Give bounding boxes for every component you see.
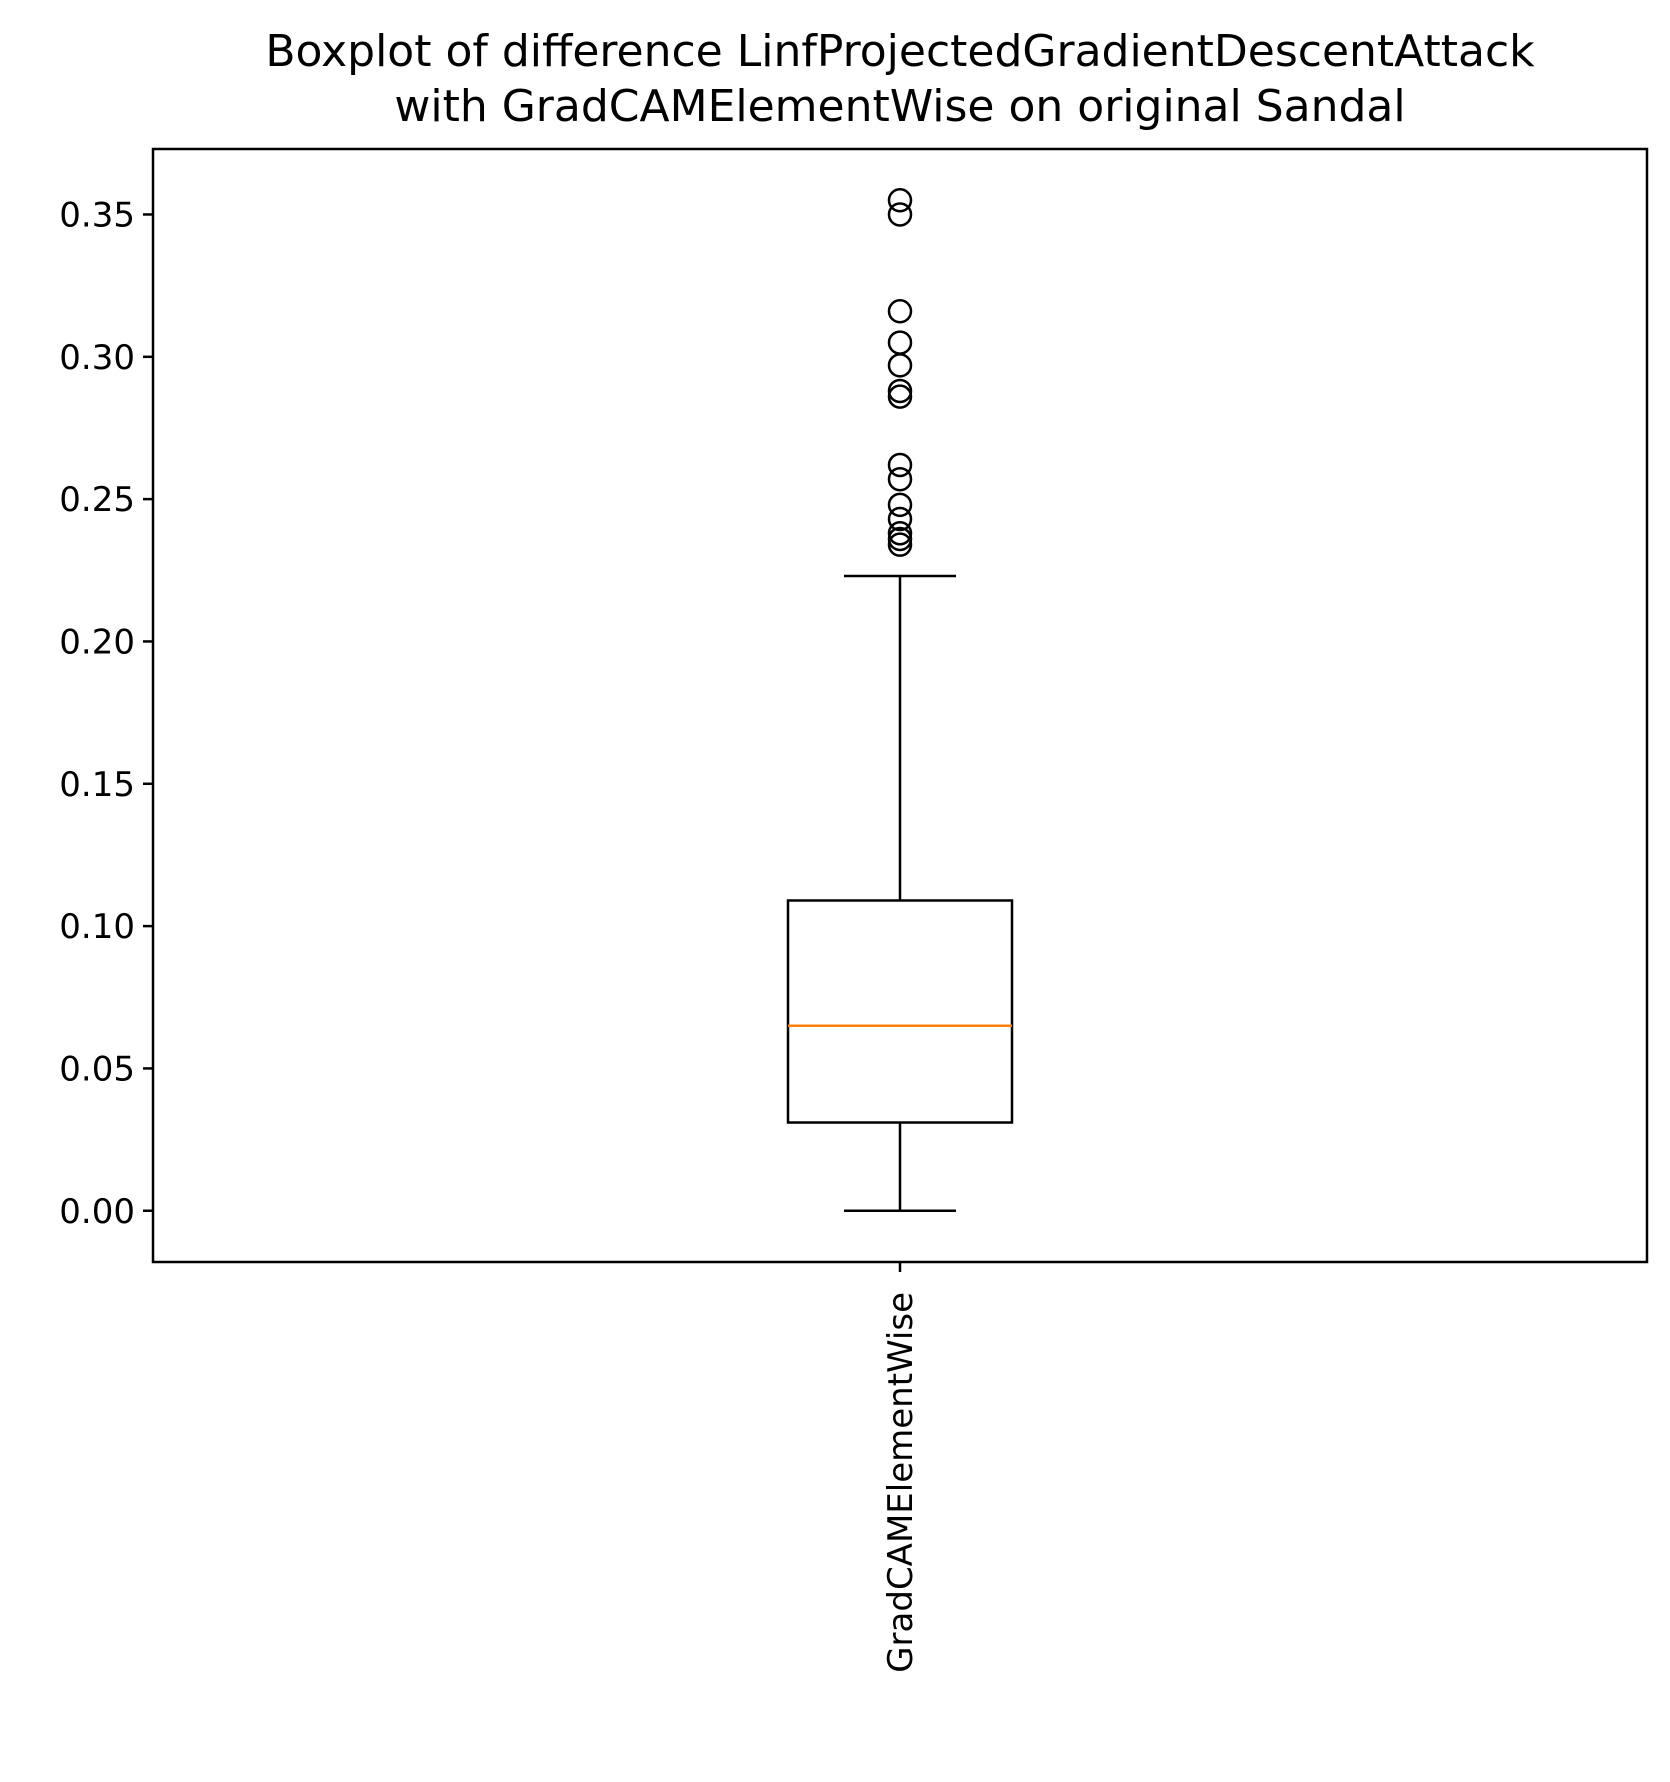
outlier-point [887,384,913,409]
iqr-box [786,899,1014,1124]
y-tick-label: 0.00 [59,1192,135,1232]
outlier-point [887,452,913,478]
outlier-point [887,466,913,492]
outlier-point [887,532,913,557]
plot-area: 0.00 0.05 0.10 0.15 0.20 0.25 0.30 0.35 GradCAME… [59,187,1014,1673]
outlier-point [887,187,913,213]
y-tick-label: 0.20 [59,622,135,662]
outlier-point [887,492,913,518]
x-tick-label: GradCAMElementWise [881,1292,921,1673]
y-tick-label: 0.10 [59,907,135,947]
chart-title-line-1: Boxplot of difference LinfProjectedGradi… [265,26,1535,77]
y-tick-label: 0.05 [59,1049,135,1089]
outlier-point [887,330,913,355]
plot-frame [151,147,1649,1264]
outlier-point [887,526,913,552]
outlier-point [887,299,913,324]
y-tick-label: 0.35 [59,195,135,235]
y-tick-label: 0.15 [59,765,135,805]
chart-title-line-2: with GradCAMElementWise on original Sand… [394,81,1405,132]
outlier-point [887,506,913,532]
outlier-point [887,202,913,227]
outlier-point [887,521,913,546]
y-tick-label: 0.30 [59,338,135,378]
outlier-point [887,378,913,404]
y-tick-label: 0.25 [59,480,135,520]
